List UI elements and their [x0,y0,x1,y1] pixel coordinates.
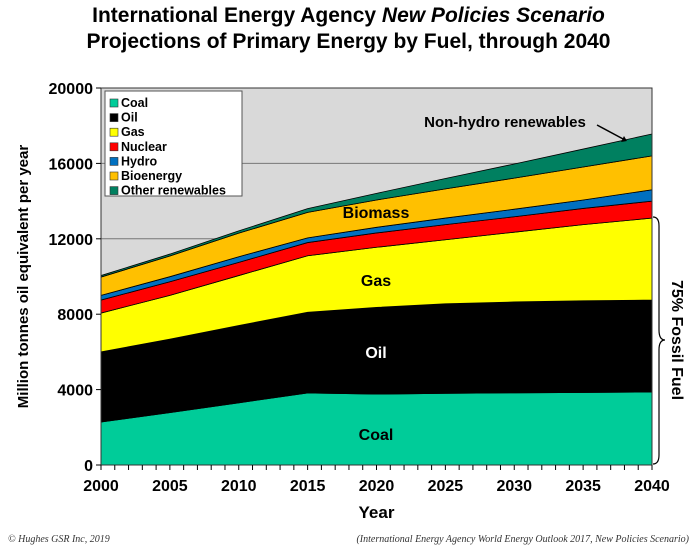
legend-label: Other renewables [121,184,226,198]
legend-label: Nuclear [121,140,167,154]
chart-title-line1: International Energy Agency New Policies… [92,4,605,27]
legend-label: Oil [121,111,138,125]
y-tick-label: 16000 [49,156,94,173]
arrow-head [621,136,627,142]
label-non-hydro-renewables: Non-hydro renewables [424,114,586,131]
legend-swatch [109,98,119,108]
x-tick-label: 2040 [634,478,670,495]
legend-swatch [109,142,119,152]
x-tick-label: 2020 [359,478,395,495]
label-oil: Oil [365,345,386,362]
x-tick-label: 2000 [83,478,119,495]
x-tick-label: 2015 [290,478,326,495]
legend-label: Gas [121,125,145,139]
source-note: (International Energy Agency World Energ… [356,534,689,545]
x-tick-label: 2005 [152,478,188,495]
y-tick-label: 4000 [57,383,93,400]
x-tick-label: 2035 [565,478,601,495]
y-axis-label: Million tonnes oil equivalent per year [15,145,32,409]
legend-swatch [109,186,119,195]
x-tick-label: 2030 [496,478,532,495]
legend-label: Bioenergy [121,169,182,183]
fossil-brace [652,216,666,465]
legend-swatch [109,171,119,181]
x-tick-label: 2025 [428,478,464,495]
chart-title-line2: Projections of Primary Energy by Fuel, t… [86,30,611,53]
label-fossil-fuel: 75% Fossil Fuel [668,280,685,400]
label-biomass: Biomass [343,205,410,222]
x-axis-label: Year [359,503,395,522]
y-tick-label: 0 [84,458,93,475]
legend-swatch [109,113,119,122]
annotation-arrow [596,124,626,141]
legend-label: Hydro [121,154,157,168]
x-tick-label: 2010 [221,478,257,495]
legend-swatch [109,157,119,166]
legend-label: Coal [121,96,148,110]
label-coal: Coal [359,427,394,444]
y-tick-label: 12000 [49,232,94,249]
legend-swatch [109,127,119,137]
legend-box [104,90,243,197]
y-tick-label: 20000 [49,81,94,98]
copyright: © Hughes GSR Inc, 2019 [8,534,110,545]
label-gas: Gas [361,273,391,290]
y-tick-label: 8000 [57,307,93,324]
